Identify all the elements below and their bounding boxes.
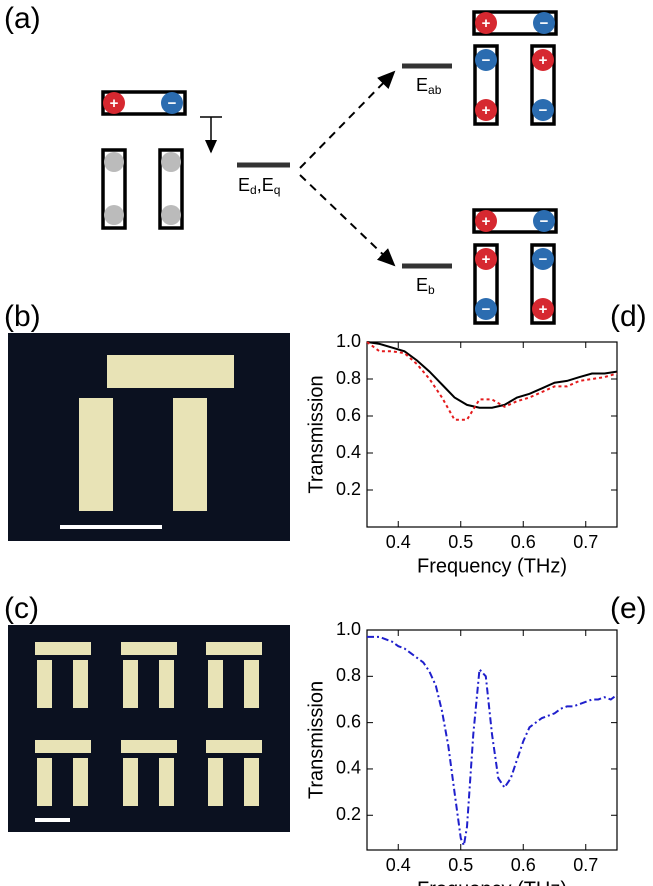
charge-sign: + <box>110 95 119 112</box>
metal-bar <box>208 758 223 806</box>
y-tick-label: 0.8 <box>336 368 361 388</box>
level-label: Eab <box>416 75 442 97</box>
y-tick-label: 0.4 <box>336 758 361 778</box>
charge <box>475 210 497 232</box>
micrograph <box>8 333 290 541</box>
charge <box>161 152 181 172</box>
y-tick-label: 0.6 <box>336 711 361 731</box>
charge-sign: − <box>482 301 491 318</box>
x-axis-label: Frequency (THz) <box>417 878 567 886</box>
metal-bar <box>244 660 259 708</box>
level-label: Ed,Eq <box>238 175 280 197</box>
metal-bar <box>79 398 113 511</box>
plot-frame <box>366 341 618 528</box>
metal-bar <box>35 740 91 753</box>
charge <box>104 152 124 172</box>
metal-bar <box>173 398 207 511</box>
charge <box>532 99 554 121</box>
metal-bar <box>107 355 234 388</box>
x-tick-label: 0.6 <box>511 855 536 875</box>
y-axis-label: Transmission <box>305 375 327 493</box>
charge-sign: + <box>482 213 491 230</box>
panel-label: (c) <box>4 592 39 625</box>
charge-sign: − <box>482 52 491 69</box>
metal-bar <box>73 758 88 806</box>
data-line <box>366 341 618 409</box>
metal-bar <box>206 740 262 753</box>
panel-label: (a) <box>4 2 41 35</box>
metal-bar <box>159 758 174 806</box>
charge-sign: + <box>482 251 491 268</box>
scale-bar <box>35 818 70 822</box>
charge-sign: − <box>168 95 177 112</box>
x-tick-label: 0.7 <box>573 532 598 552</box>
charge <box>533 12 555 34</box>
level-label: Eb <box>416 275 435 297</box>
panel-label: (e) <box>610 592 647 625</box>
charge <box>532 248 554 270</box>
metal-bar <box>206 642 262 655</box>
charge <box>475 298 497 320</box>
x-tick-label: 0.7 <box>573 855 598 875</box>
y-tick-label: 0.8 <box>336 665 361 685</box>
x-tick-label: 0.4 <box>386 532 411 552</box>
y-tick-label: 0.2 <box>336 804 361 824</box>
x-tick-label: 0.5 <box>448 855 473 875</box>
y-tick-label: 0.6 <box>336 405 361 425</box>
metal-bar <box>35 642 91 655</box>
micrograph <box>8 625 290 832</box>
metal-bar <box>159 660 174 708</box>
charge <box>475 248 497 270</box>
photo-background <box>8 625 290 832</box>
metal-bar <box>244 758 259 806</box>
charge-sign: + <box>482 102 491 119</box>
charge <box>475 49 497 71</box>
metal-bar <box>37 660 52 708</box>
charge <box>104 205 124 225</box>
x-axis-label: Frequency (THz) <box>417 555 567 577</box>
charge <box>161 92 183 114</box>
y-tick-label: 0.4 <box>336 442 361 462</box>
charge-sign: − <box>539 102 548 119</box>
y-tick-label: 0.2 <box>336 479 361 499</box>
data-line <box>367 635 618 849</box>
plot-frame <box>366 629 618 851</box>
transition-arrow <box>299 70 396 169</box>
scale-bar <box>60 525 162 529</box>
charge-sign: − <box>539 251 548 268</box>
y-tick-label: 1.0 <box>336 331 361 351</box>
charge <box>475 99 497 121</box>
transition-arrow <box>299 174 396 267</box>
charge-sign: − <box>540 213 549 230</box>
coupling-arrow <box>200 116 222 152</box>
charge-sign: − <box>540 15 549 32</box>
x-tick-label: 0.5 <box>448 532 473 552</box>
charge-sign: + <box>482 15 491 32</box>
x-tick-label: 0.6 <box>511 532 536 552</box>
charge-sign: + <box>539 301 548 318</box>
metal-bar <box>121 642 177 655</box>
charge <box>161 205 181 225</box>
charge <box>475 12 497 34</box>
y-tick-label: 1.0 <box>336 619 361 639</box>
metal-bar <box>121 740 177 753</box>
metal-bar <box>208 660 223 708</box>
metal-bar <box>123 758 138 806</box>
charge <box>532 298 554 320</box>
charge <box>533 210 555 232</box>
metal-bar <box>123 660 138 708</box>
panel-label: (d) <box>610 300 647 333</box>
panel-label: (b) <box>4 300 41 333</box>
metal-bar <box>73 660 88 708</box>
charge-sign: + <box>539 52 548 69</box>
charge <box>103 92 125 114</box>
metal-bar <box>37 758 52 806</box>
y-axis-label: Transmission <box>305 681 327 799</box>
x-tick-label: 0.4 <box>386 855 411 875</box>
charge <box>532 49 554 71</box>
